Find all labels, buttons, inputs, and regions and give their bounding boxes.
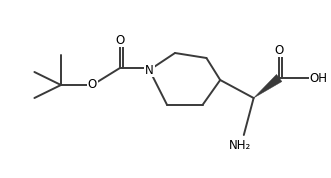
Text: O: O bbox=[275, 43, 284, 56]
Text: NH₂: NH₂ bbox=[229, 139, 251, 152]
Text: OH: OH bbox=[310, 72, 328, 85]
Text: O: O bbox=[115, 33, 124, 46]
Text: N: N bbox=[145, 64, 154, 77]
Polygon shape bbox=[254, 74, 282, 98]
Text: O: O bbox=[88, 78, 97, 91]
